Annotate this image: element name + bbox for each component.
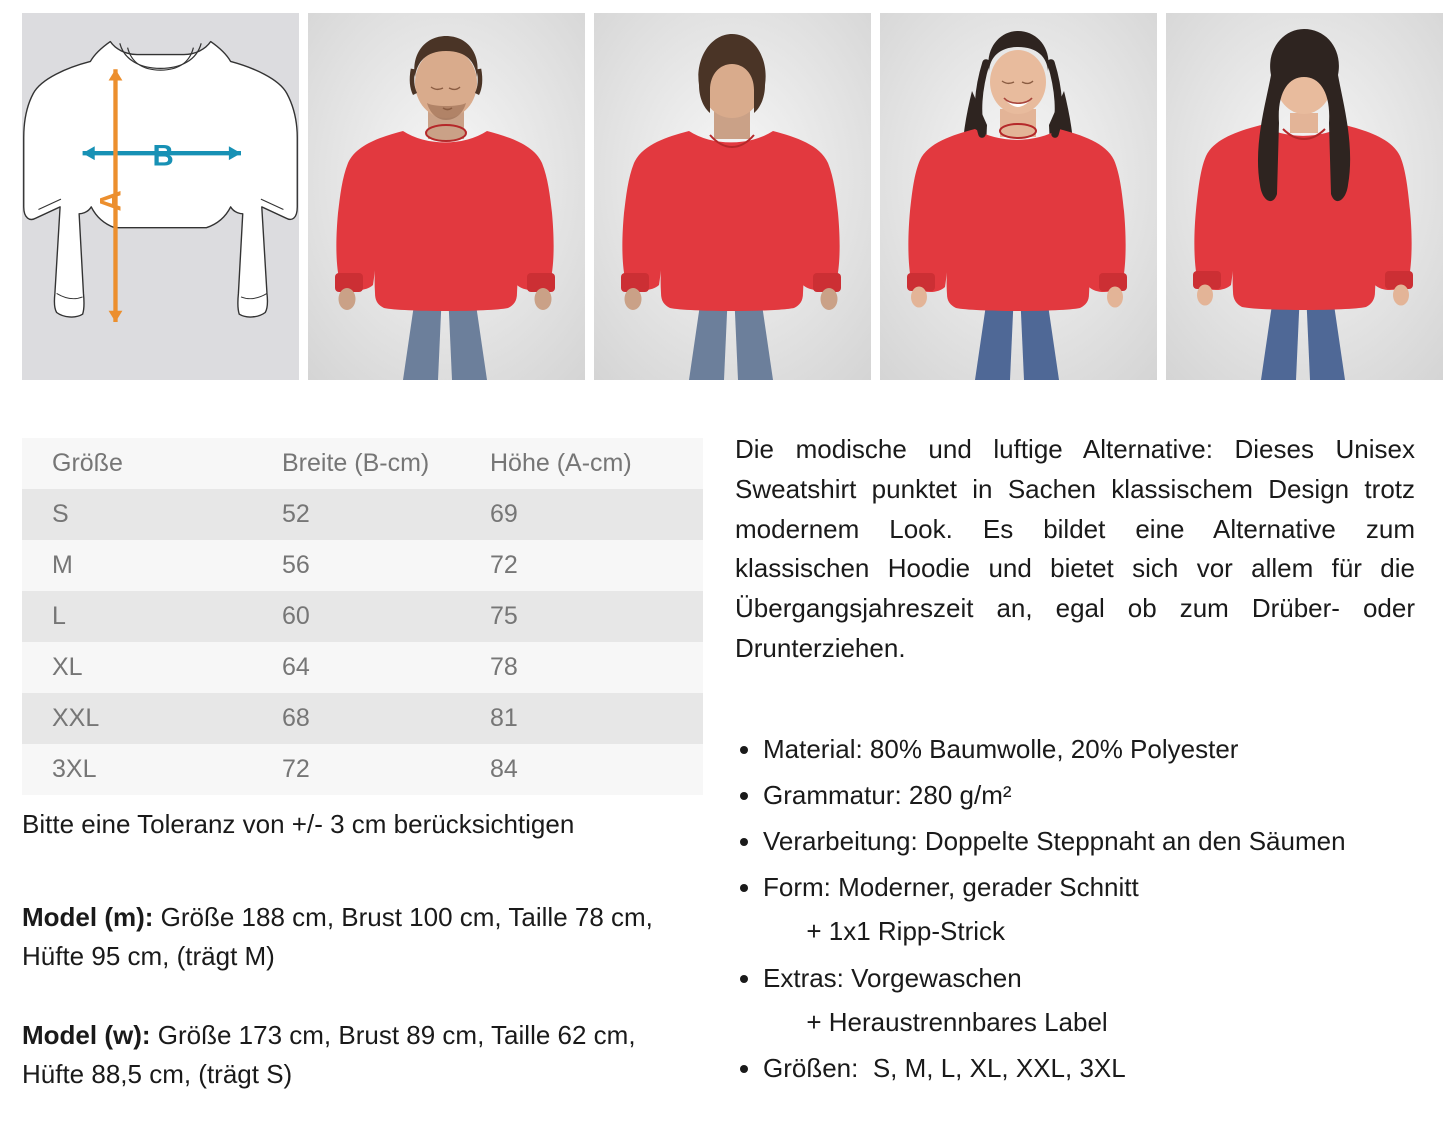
svg-text:A: A (95, 190, 128, 211)
svg-text:B: B (152, 139, 173, 172)
